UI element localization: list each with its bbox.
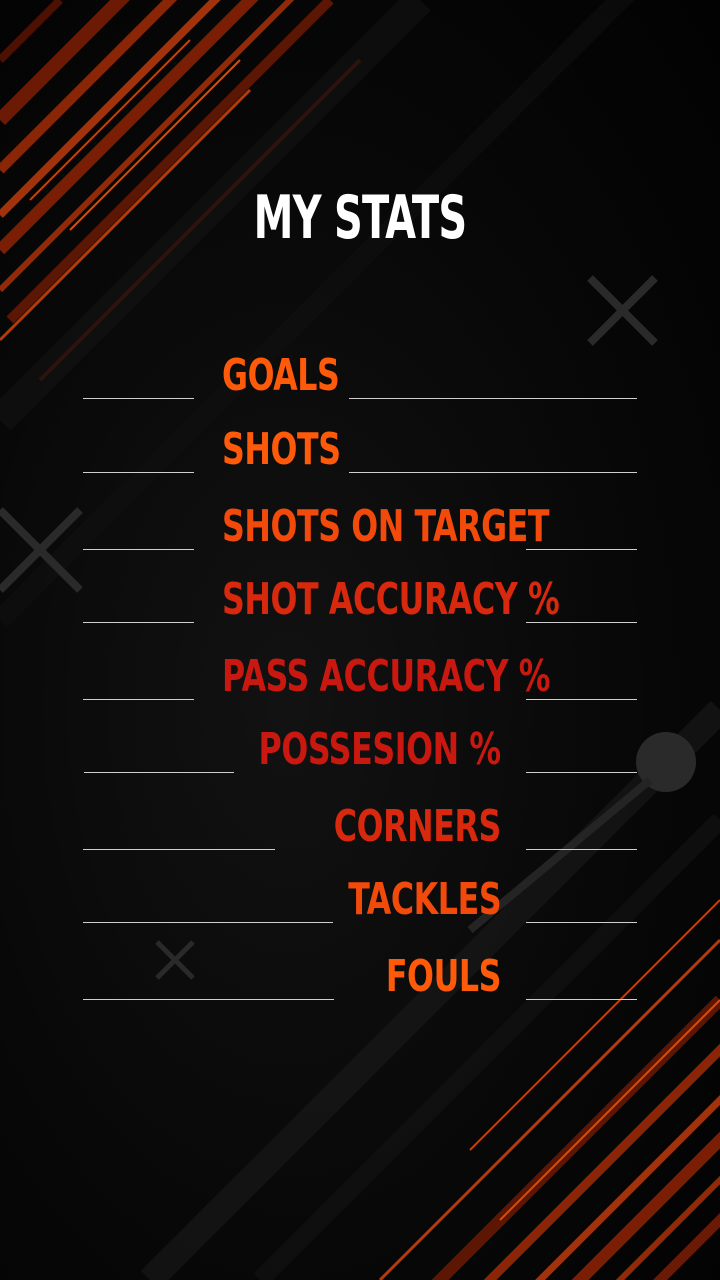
stat-line-left <box>83 699 194 700</box>
page-title: MY STATS <box>253 183 467 253</box>
stat-line-left <box>83 922 333 923</box>
stat-value-line[interactable] <box>349 398 637 399</box>
stat-value-line[interactable] <box>526 772 637 773</box>
stat-row-possesion: POSSESION % <box>0 702 720 775</box>
stat-label: GOALS <box>222 350 340 401</box>
stat-label: POSSESION % <box>258 724 502 775</box>
stat-row-goals: GOALS <box>0 328 720 401</box>
stat-row-tackles: TACKLES <box>0 852 720 925</box>
stat-row-corners: CORNERS <box>0 779 720 852</box>
stat-value-line[interactable] <box>526 922 637 923</box>
stat-line-left <box>83 622 194 623</box>
stat-label: SHOTS <box>222 424 341 475</box>
stat-value-line[interactable] <box>526 849 637 850</box>
stat-row-fouls: FOULS <box>0 929 720 1002</box>
tactic-circle-mark <box>636 732 696 792</box>
stat-line-left <box>83 999 334 1000</box>
stat-value-line[interactable] <box>526 549 637 550</box>
stat-row-shot-accuracy: SHOT ACCURACY % <box>0 552 720 625</box>
stat-row-shots-on-target: SHOTS ON TARGET <box>0 479 720 552</box>
stat-value-line[interactable] <box>526 622 637 623</box>
stat-value-line[interactable] <box>349 472 637 473</box>
stat-line-left <box>83 472 194 473</box>
stat-row-shots: SHOTS <box>0 402 720 475</box>
stat-label: TACKLES <box>348 874 501 925</box>
tactic-arrow-line <box>467 776 653 934</box>
stat-line-left <box>83 398 194 399</box>
stat-label: SHOTS ON TARGET <box>222 501 550 552</box>
stat-value-line[interactable] <box>526 999 637 1000</box>
stat-label: CORNERS <box>333 801 501 852</box>
stat-line-left <box>83 849 275 850</box>
stat-line-left <box>84 772 234 773</box>
stat-label: SHOT ACCURACY % <box>222 574 560 625</box>
stat-label: PASS ACCURACY % <box>222 651 551 702</box>
tactic-x-marks <box>0 275 658 980</box>
bottom-right-streaks <box>378 899 720 1280</box>
stat-line-left <box>83 549 194 550</box>
top-left-streaks <box>0 0 362 382</box>
stat-value-line[interactable] <box>526 699 637 700</box>
stat-row-pass-accuracy: PASS ACCURACY % <box>0 629 720 702</box>
stat-label: FOULS <box>385 951 502 1002</box>
